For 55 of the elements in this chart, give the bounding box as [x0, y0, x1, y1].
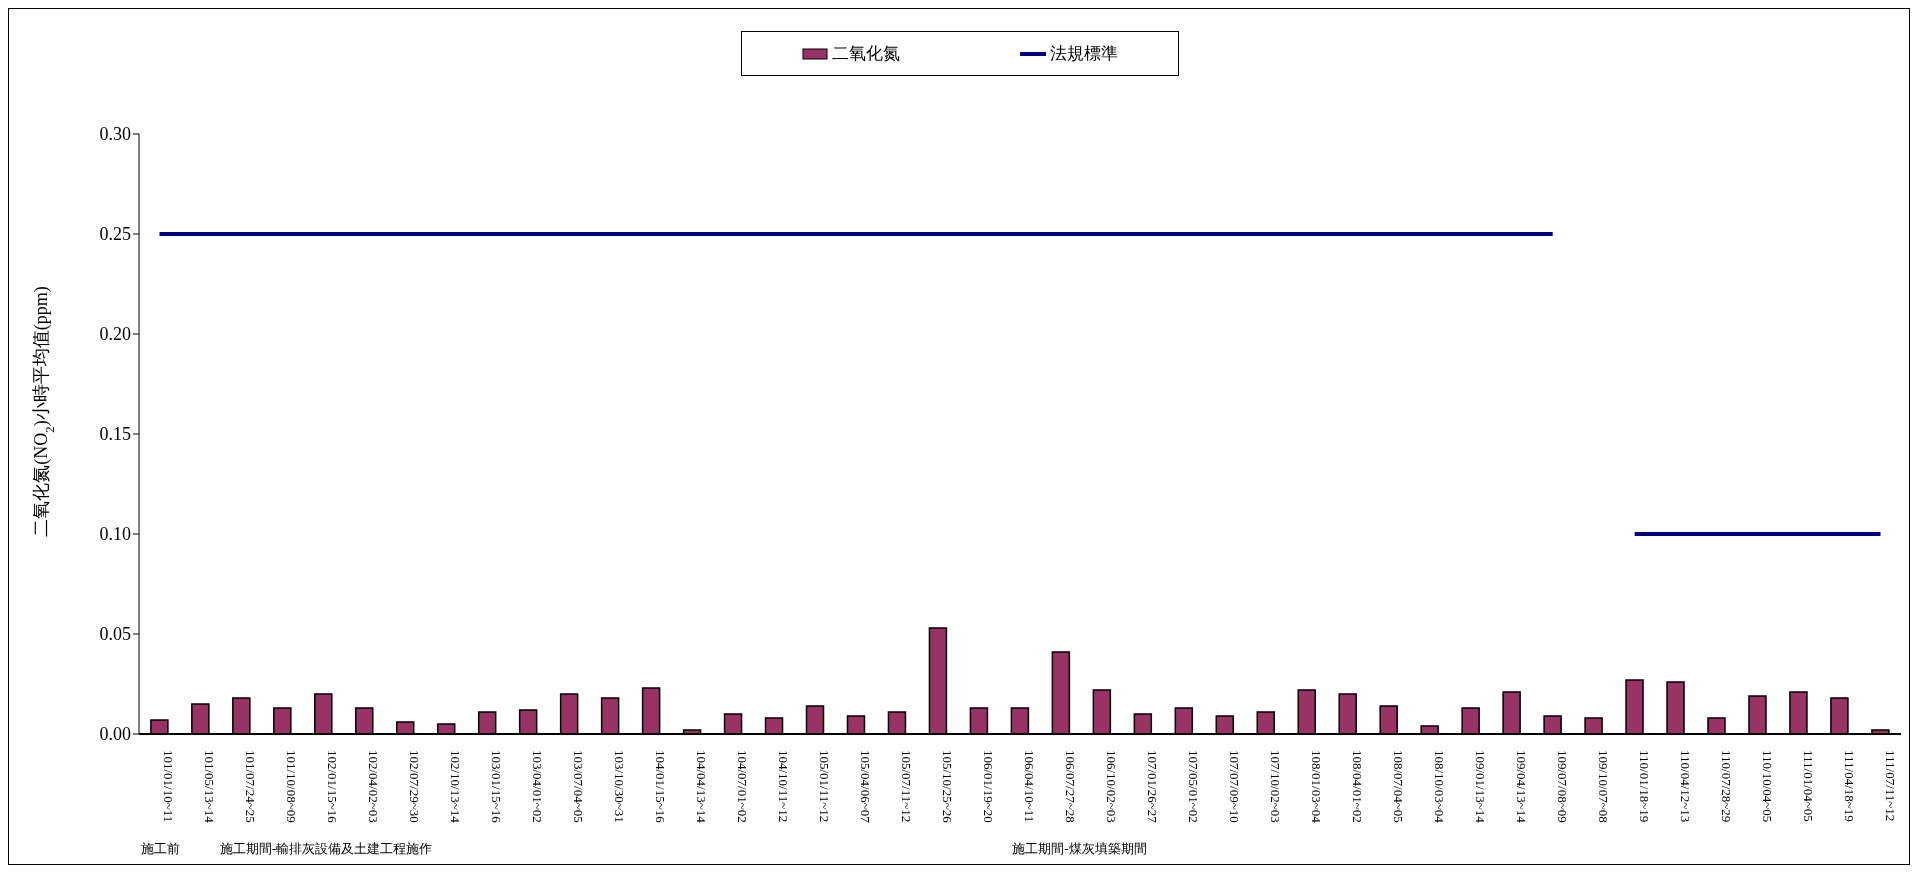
x-tick-label: 108/10/03~04	[1431, 750, 1447, 824]
x-tick-label: 103/07/04~05	[571, 750, 587, 823]
x-tick-label: 101/01/10~11	[161, 750, 177, 823]
x-tick-label: 105/04/06~07	[858, 750, 874, 824]
x-tick-label: 104/04/13~14	[694, 750, 710, 824]
x-tick-label: 110/01/18~19	[1636, 750, 1652, 823]
x-tick-label: 101/10/08~09	[284, 750, 300, 823]
x-tick-label: 102/07/29~30	[407, 750, 423, 823]
x-tick-label: 101/07/24~25	[243, 750, 259, 823]
x-tick-label: 105/07/11~12	[899, 750, 915, 823]
x-tick-label: 102/01/15~16	[325, 750, 341, 824]
text: 施工期間-煤灰填築期間	[1012, 840, 1147, 858]
x-tick-label: 103/01/15~16	[489, 750, 505, 824]
x-tick-label: 101/05/13~14	[202, 750, 218, 824]
text: 施工前	[141, 840, 180, 858]
x-tick-label: 105/01/11~12	[817, 750, 833, 823]
x-tick-label: 109/01/13~14	[1472, 750, 1488, 824]
x-tick-label: 110/10/04~05	[1759, 750, 1775, 823]
x-tick-label: 107/07/09~10	[1226, 750, 1242, 823]
y-tick-label: 0.25	[99, 224, 131, 245]
x-tick-label: 111/07/11~12	[1882, 750, 1898, 822]
x-tick-label: 102/04/02~03	[366, 750, 382, 823]
x-tick-label: 102/10/13~14	[448, 750, 464, 824]
y-tick-label: 0.05	[99, 624, 131, 645]
x-tick-label: 103/10/30~31	[612, 750, 628, 823]
x-tick-label: 105/10/25~26	[940, 750, 956, 824]
x-tick-label: 109/04/13~14	[1513, 750, 1529, 824]
x-tick-label: 109/10/07~08	[1595, 750, 1611, 823]
text: 施工期間-輸排灰設備及土建工程施作	[220, 840, 433, 858]
x-tick-label: 104/07/01~02	[735, 750, 751, 823]
x-tick-label: 107/01/26~27	[1144, 750, 1160, 824]
x-tick-label: 107/05/01~02	[1185, 750, 1201, 823]
x-tick-label: 106/04/10~11	[1022, 750, 1037, 823]
x-tick-label: 111/01/04~05	[1800, 750, 1816, 822]
legend-label: 法規標準	[1049, 43, 1118, 65]
x-tick-label: 104/01/15~16	[653, 750, 669, 824]
x-tick-label: 109/07/08~09	[1554, 750, 1570, 823]
x-tick-label: 106/07/27~28	[1062, 750, 1078, 823]
y-tick-label: 0.15	[99, 424, 131, 445]
y-tick-label: 0.00	[99, 724, 131, 745]
x-tick-label: 106/10/02~03	[1103, 750, 1119, 823]
x-tick-label: 108/04/01~02	[1349, 750, 1365, 823]
x-tick-label: 104/10/11~12	[776, 750, 792, 823]
x-tick-label: 108/01/03~04	[1308, 750, 1324, 824]
x-tick-label: 110/07/28~29	[1718, 750, 1734, 823]
x-tick-label: 108/07/04~05	[1390, 750, 1406, 823]
y-tick-label: 0.20	[99, 324, 131, 345]
x-tick-label: 107/10/02~03	[1267, 750, 1283, 823]
x-tick-label: 110/04/12~13	[1677, 750, 1693, 823]
y-tick-label: 0.30	[99, 124, 131, 145]
x-tick-label: 103/04/01~02	[530, 750, 546, 823]
x-tick-label: 111/04/18~19	[1841, 750, 1857, 822]
x-tick-label: 106/01/19~20	[981, 750, 997, 823]
y-tick-label: 0.10	[99, 524, 131, 545]
legend-label: 二氧化氮	[831, 43, 900, 65]
